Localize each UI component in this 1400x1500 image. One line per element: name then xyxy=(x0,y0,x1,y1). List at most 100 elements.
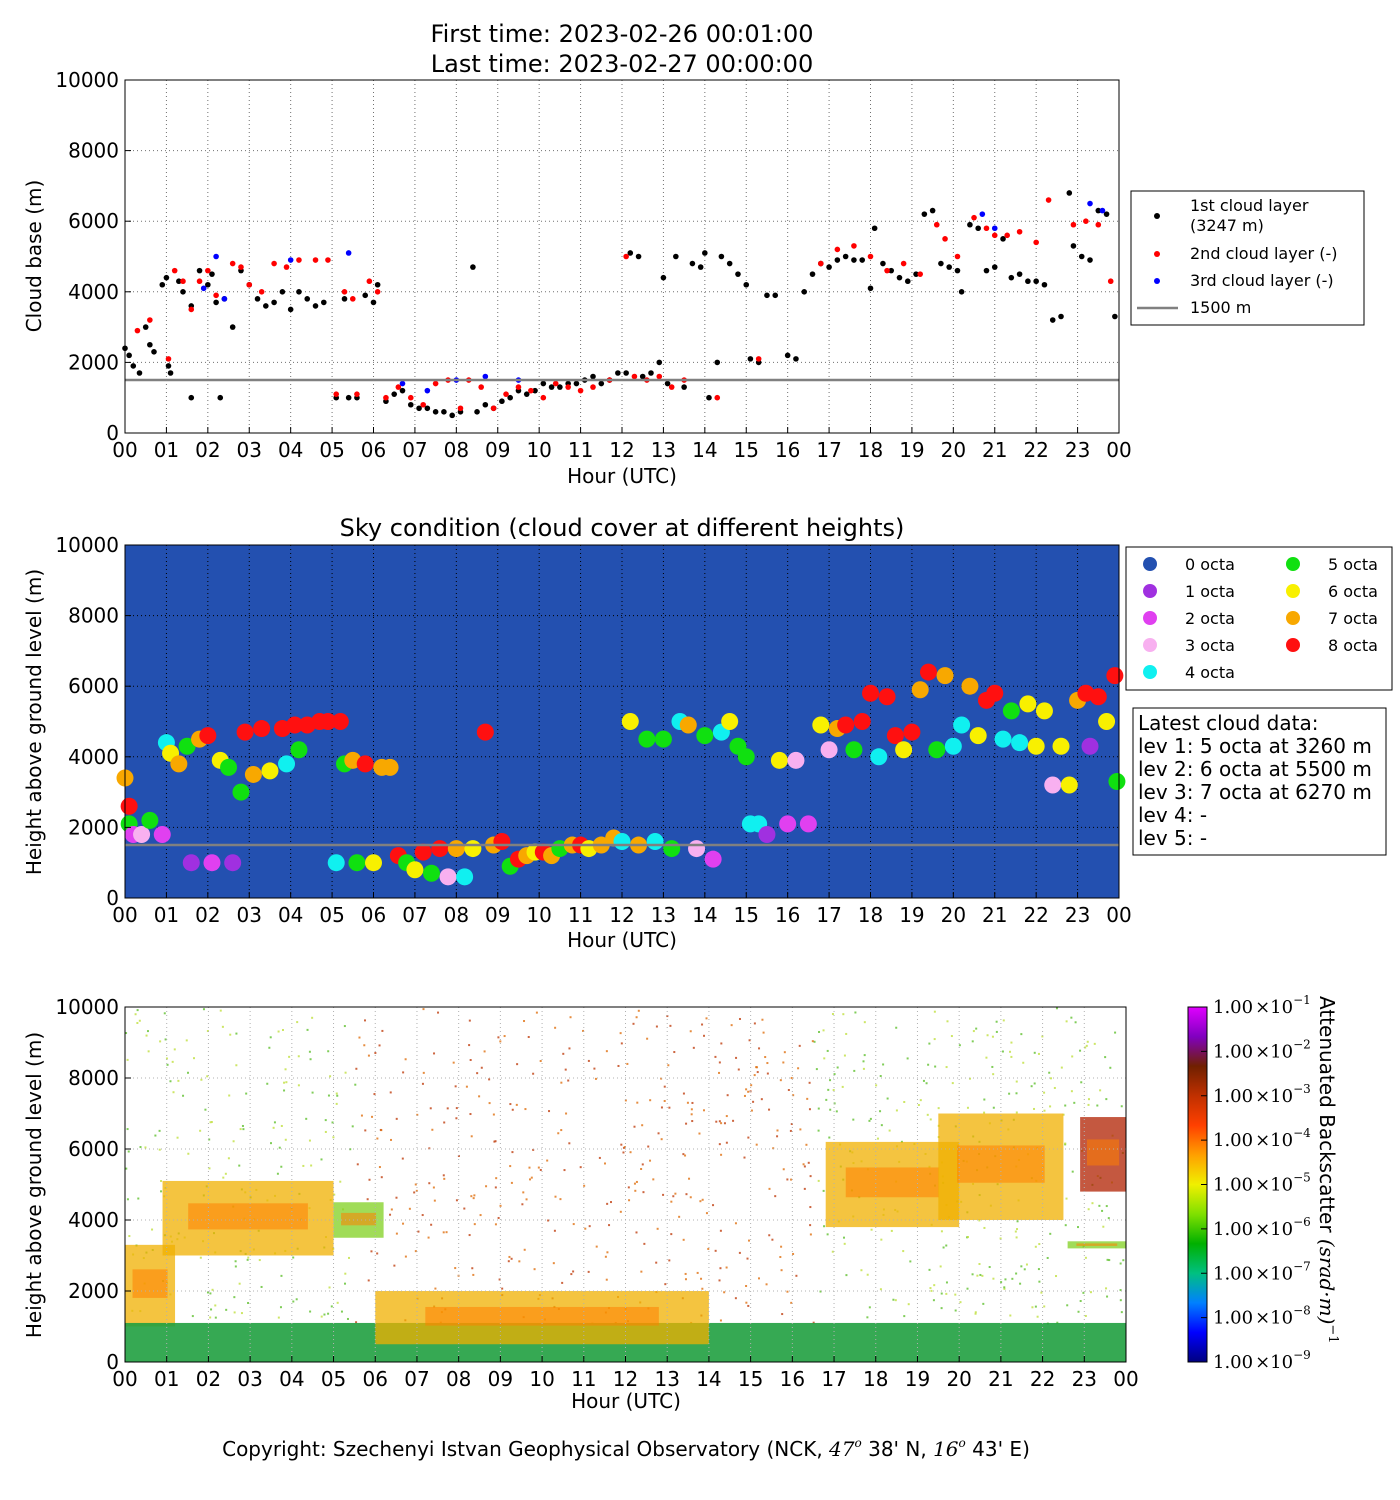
noise-speck xyxy=(1049,1105,1052,1108)
octa-point-4 xyxy=(278,755,296,773)
noise-speck xyxy=(725,1266,728,1269)
octa-point-4 xyxy=(994,730,1012,748)
noise-speck xyxy=(308,1139,311,1142)
noise-speck xyxy=(655,1261,658,1264)
noise-speck xyxy=(928,1042,931,1045)
octa-point-8 xyxy=(331,713,349,730)
noise-speck xyxy=(455,1107,458,1110)
legend-label-octa-6: 6 octa xyxy=(1328,582,1378,601)
layer1-point xyxy=(673,253,679,260)
layer1-point xyxy=(871,225,878,232)
noise-speck xyxy=(530,1176,533,1179)
noise-speck xyxy=(945,1292,948,1295)
noise-speck xyxy=(158,1148,161,1151)
noise-speck xyxy=(747,1090,750,1093)
noise-speck xyxy=(308,1050,311,1053)
noise-speck xyxy=(668,1259,671,1262)
noise-speck xyxy=(879,1075,882,1078)
noise-speck xyxy=(499,1040,502,1043)
noise-speck xyxy=(1108,1259,1111,1262)
x-tick-label: 20 xyxy=(946,1367,971,1391)
longitude-degrees: 16 xyxy=(933,1437,959,1461)
noise-speck xyxy=(866,1273,869,1276)
x-tick-label: 12 xyxy=(613,1367,638,1391)
noise-speck xyxy=(485,1185,488,1188)
colorbar-label-unit: (srad·m) xyxy=(1315,1239,1339,1324)
noise-speck xyxy=(959,1301,962,1304)
layer1-point xyxy=(697,264,704,270)
layer1-point xyxy=(880,260,886,267)
noise-speck xyxy=(587,1059,590,1062)
noise-speck xyxy=(247,1256,250,1259)
x-tick-label: 22 xyxy=(1023,438,1048,462)
noise-speck xyxy=(562,1052,565,1055)
layer1-point xyxy=(689,260,696,267)
noise-speck xyxy=(554,1195,557,1198)
noise-speck xyxy=(473,1223,476,1226)
layer1-point xyxy=(407,401,414,408)
noise-speck xyxy=(992,1277,995,1280)
noise-speck xyxy=(968,1077,971,1080)
legend-label-layer1-value: (3247 m) xyxy=(1190,216,1264,235)
layer1-point xyxy=(1112,313,1118,320)
noise-speck xyxy=(584,1227,587,1230)
noise-speck xyxy=(454,1085,457,1088)
noise-speck xyxy=(790,1123,793,1126)
noise-speck xyxy=(151,1228,154,1231)
noise-speck xyxy=(432,1186,435,1189)
noise-speck xyxy=(1020,1265,1023,1268)
noise-speck xyxy=(297,1084,300,1087)
x-tick-label: 05 xyxy=(321,1367,346,1391)
noise-speck xyxy=(532,1148,535,1151)
title-first-time: First time: 2023-02-26 00:01:00 xyxy=(431,20,814,48)
noise-speck xyxy=(328,1286,331,1289)
noise-speck xyxy=(187,1152,190,1155)
noise-speck xyxy=(390,1138,393,1141)
noise-speck xyxy=(510,1257,513,1260)
layer2-point xyxy=(528,387,534,394)
octa-point-5 xyxy=(290,741,308,759)
noise-speck xyxy=(833,1102,836,1105)
octa-point-7 xyxy=(381,758,399,776)
layer3-point xyxy=(399,380,406,387)
noise-speck xyxy=(258,1259,261,1262)
noise-speck xyxy=(882,1063,885,1066)
layer1-point xyxy=(196,267,203,274)
layer2-point xyxy=(395,384,402,390)
noise-speck xyxy=(422,1008,425,1011)
colorbar-tick-mantissa: 1.00 xyxy=(1213,1263,1253,1284)
noise-speck xyxy=(472,1273,475,1276)
noise-speck xyxy=(137,1197,140,1200)
noise-speck xyxy=(666,1015,669,1018)
noise-speck xyxy=(144,1146,147,1149)
noise-speck xyxy=(634,1189,637,1192)
backscatter-core xyxy=(1076,1243,1118,1246)
x-tick-label: 00 xyxy=(112,438,137,462)
noise-speck xyxy=(790,1076,793,1079)
noise-speck xyxy=(698,1132,701,1135)
noise-speck xyxy=(529,1178,532,1181)
noise-speck xyxy=(805,1143,808,1146)
noise-speck xyxy=(273,1121,276,1124)
noise-speck xyxy=(649,1099,652,1102)
noise-speck xyxy=(351,1125,354,1128)
backscatter-core xyxy=(188,1203,308,1230)
noise-speck xyxy=(1101,1209,1104,1212)
noise-speck xyxy=(364,1129,367,1132)
noise-speck xyxy=(374,1052,377,1055)
colorbar-tick-mantissa: 1.00 xyxy=(1213,997,1253,1018)
legend-marker-octa-7 xyxy=(1286,611,1300,625)
x-tick-label: 22 xyxy=(1023,903,1048,927)
noise-speck xyxy=(822,1029,825,1032)
x-tick-label: 23 xyxy=(1065,438,1090,462)
layer2-point xyxy=(349,296,356,302)
colorbar-tick-mantissa: 1.00 xyxy=(1213,1130,1253,1151)
noise-speck xyxy=(879,1288,882,1291)
noise-speck xyxy=(843,1242,846,1245)
noise-speck xyxy=(598,1156,601,1159)
noise-speck xyxy=(535,1011,538,1014)
layer1-point xyxy=(702,250,708,256)
noise-speck xyxy=(471,1267,474,1270)
longitude-rest: 43' E) xyxy=(966,1437,1030,1461)
